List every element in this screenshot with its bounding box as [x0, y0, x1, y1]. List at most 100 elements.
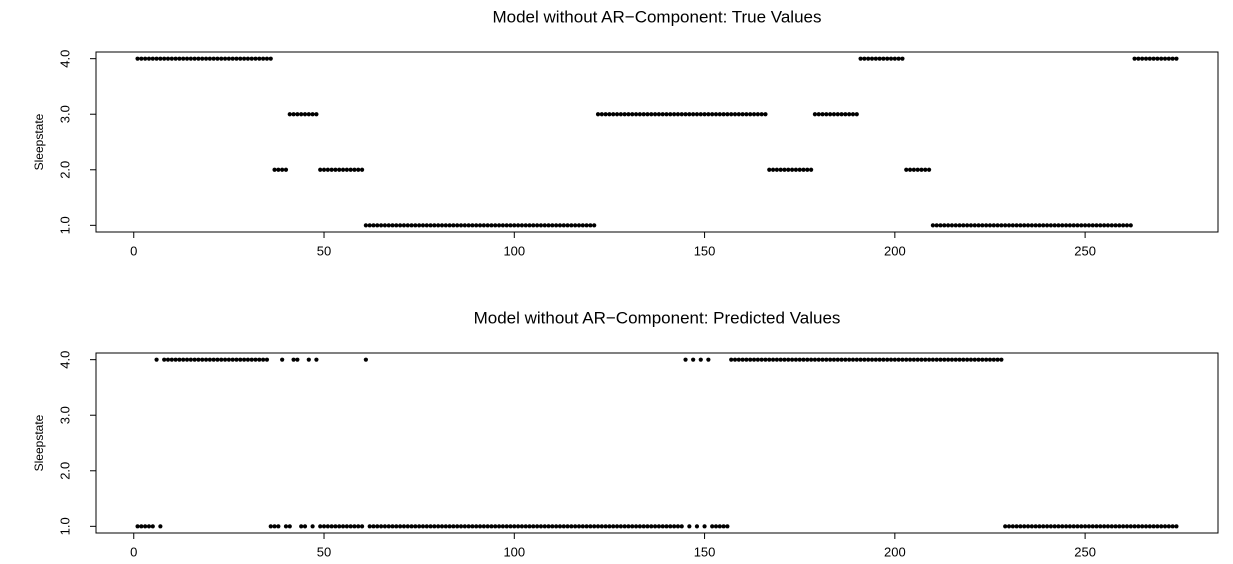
x-tick-label: 150: [694, 243, 716, 258]
point: [508, 223, 513, 228]
point: [169, 357, 174, 362]
point: [143, 524, 148, 529]
point: [1060, 223, 1065, 228]
point: [706, 112, 711, 117]
point: [721, 112, 726, 117]
point: [188, 357, 193, 362]
point: [516, 524, 521, 529]
point: [329, 524, 334, 529]
point: [382, 223, 388, 228]
point: [363, 357, 368, 362]
point: [550, 223, 555, 228]
chart-title: Model without AR−Component: Predicted Va…: [474, 308, 841, 327]
point: [458, 223, 464, 228]
point: [1014, 524, 1019, 529]
point: [337, 524, 342, 529]
point: [561, 524, 566, 529]
point: [710, 524, 715, 529]
point: [675, 112, 681, 117]
point: [633, 524, 639, 529]
point: [660, 112, 665, 117]
point: [409, 223, 414, 228]
point: [892, 357, 897, 362]
point: [706, 357, 711, 362]
point: [230, 56, 235, 61]
point: [1162, 524, 1168, 529]
point: [1048, 524, 1053, 529]
point: [1090, 223, 1095, 228]
point: [595, 112, 601, 117]
point: [1094, 524, 1099, 529]
point: [565, 524, 570, 529]
point: [1083, 524, 1088, 529]
point: [504, 223, 509, 228]
point: [672, 112, 677, 117]
point: [831, 357, 837, 362]
point: [531, 524, 536, 529]
point: [847, 112, 852, 117]
point: [896, 357, 901, 362]
y-tick-label: 3.0: [57, 406, 72, 424]
point: [375, 223, 380, 228]
point: [603, 524, 608, 529]
point: [805, 167, 810, 172]
point: [249, 357, 254, 362]
point: [717, 112, 722, 117]
point: [165, 357, 171, 362]
point: [900, 357, 905, 362]
point: [280, 357, 285, 362]
point: [1079, 223, 1084, 228]
point: [675, 524, 681, 529]
point: [778, 167, 783, 172]
x-tick-label: 0: [130, 544, 137, 559]
point: [367, 223, 372, 228]
point: [622, 524, 627, 529]
point: [1067, 223, 1072, 228]
point: [1174, 524, 1179, 529]
point: [1075, 223, 1080, 228]
point: [789, 357, 795, 362]
point: [679, 524, 684, 529]
point: [907, 357, 913, 362]
point: [854, 357, 859, 362]
point: [538, 223, 544, 228]
point: [1121, 223, 1126, 228]
point: [797, 167, 802, 172]
panel: Model without AR−Component: Predicted Va…: [32, 308, 1219, 559]
point: [561, 223, 566, 228]
point: [386, 223, 391, 228]
point: [451, 524, 456, 529]
point: [550, 524, 555, 529]
point: [340, 167, 346, 172]
point: [531, 223, 536, 228]
point: [1155, 524, 1160, 529]
point: [984, 223, 989, 228]
point: [755, 357, 760, 362]
point: [915, 357, 920, 362]
point: [451, 223, 456, 228]
point: [458, 524, 464, 529]
point: [238, 56, 243, 61]
point: [664, 112, 669, 117]
point: [1166, 56, 1171, 61]
point: [477, 524, 483, 529]
point: [268, 56, 273, 61]
point: [1174, 56, 1179, 61]
point: [249, 56, 254, 61]
point: [1056, 223, 1061, 228]
point: [1014, 223, 1019, 228]
point: [1063, 524, 1069, 529]
point: [976, 357, 981, 362]
point: [1052, 524, 1057, 529]
point: [786, 167, 791, 172]
point: [721, 524, 726, 529]
point: [614, 112, 620, 117]
point: [835, 357, 840, 362]
point: [1140, 524, 1145, 529]
point: [923, 357, 928, 362]
point: [1044, 524, 1050, 529]
point: [523, 223, 528, 228]
point: [211, 56, 216, 61]
point: [420, 223, 426, 228]
